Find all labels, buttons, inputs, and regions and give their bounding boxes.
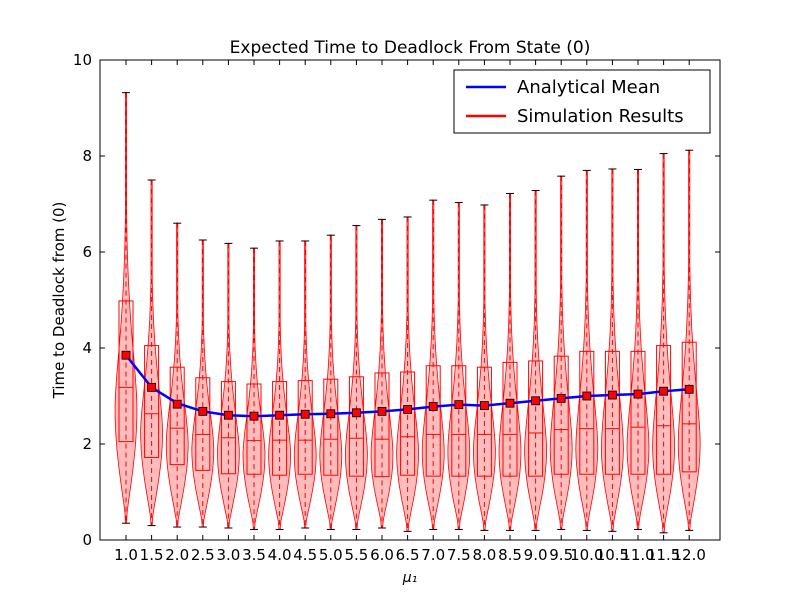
box-5.0 bbox=[323, 378, 339, 476]
mean-marker-3.5 bbox=[249, 411, 259, 421]
box-10.0 bbox=[579, 350, 595, 475]
box-2.0 bbox=[169, 366, 185, 466]
box-7.5 bbox=[451, 365, 467, 477]
mean-marker-11.0 bbox=[633, 389, 643, 399]
mean-marker-8.5 bbox=[505, 398, 515, 408]
violin-3.0 bbox=[217, 242, 240, 529]
legend-box bbox=[453, 69, 711, 134]
mean-marker-3.0 bbox=[223, 410, 233, 420]
box-6.5 bbox=[400, 371, 416, 476]
box-10.5 bbox=[604, 350, 620, 475]
mean-marker-4.5 bbox=[300, 409, 310, 419]
y-tick-label-2: 2 bbox=[82, 435, 92, 453]
mean-marker-9.0 bbox=[531, 396, 540, 406]
mean-marker-1.0 bbox=[121, 350, 131, 360]
mean-marker-6.0 bbox=[377, 406, 387, 416]
x-tick-label-1.0: 1.0 bbox=[114, 546, 138, 564]
mean-marker-7.0 bbox=[428, 402, 438, 411]
mean-marker-7.5 bbox=[454, 400, 464, 410]
x-tick-label-2.5: 2.5 bbox=[191, 546, 215, 564]
x-tick-label-5.5: 5.5 bbox=[344, 546, 368, 564]
x-tick-label-5.0: 5.0 bbox=[319, 546, 343, 564]
mean-marker-5.5 bbox=[351, 408, 361, 418]
box-3.0 bbox=[220, 381, 236, 475]
mean-marker-10.0 bbox=[582, 391, 592, 401]
mean-marker-2.5 bbox=[198, 406, 208, 416]
violin-3.5 bbox=[242, 247, 266, 530]
violin-11.0 bbox=[626, 168, 650, 530]
x-tick-label-7.0: 7.0 bbox=[421, 546, 445, 564]
mean-marker-1.5 bbox=[147, 382, 157, 392]
x-tick-label-8.5: 8.5 bbox=[498, 546, 522, 564]
mean-marker-6.5 bbox=[403, 405, 413, 414]
mean-marker-10.5 bbox=[608, 390, 617, 400]
x-tick-label-9.5: 9.5 bbox=[549, 546, 573, 564]
y-tick-label-4: 4 bbox=[82, 339, 92, 357]
mean-marker-11.5 bbox=[659, 386, 668, 396]
y-axis-label: Time to Deadlock from (0) bbox=[50, 202, 68, 400]
violins-layer bbox=[114, 92, 701, 534]
x-tick-label-11.5: 11.5 bbox=[647, 546, 680, 564]
legend: Analytical Mean Simulation Results bbox=[453, 69, 711, 134]
x-tick-label-11.0: 11.0 bbox=[621, 546, 654, 564]
x-tick-label-2.0: 2.0 bbox=[165, 546, 189, 564]
plot-frame bbox=[99, 59, 721, 541]
y-tick-label-6: 6 bbox=[82, 243, 92, 261]
box-9.0 bbox=[528, 360, 544, 477]
y-tick-label-10: 10 bbox=[73, 51, 92, 69]
box-11.0 bbox=[630, 350, 646, 475]
box-1.5 bbox=[144, 345, 160, 458]
x-tick-label-6.5: 6.5 bbox=[396, 546, 420, 564]
box-9.5 bbox=[553, 355, 569, 475]
box-6.0 bbox=[374, 372, 390, 478]
y-tick-label-0: 0 bbox=[82, 531, 92, 549]
box-1.0 bbox=[118, 300, 134, 443]
mean-marker-8.0 bbox=[479, 401, 489, 411]
mean-marker-2.0 bbox=[172, 399, 182, 409]
box-2.5 bbox=[195, 377, 211, 471]
x-tick-label-6.0: 6.0 bbox=[370, 546, 394, 564]
x-tick-label-3.5: 3.5 bbox=[242, 546, 266, 564]
box-7.0 bbox=[425, 365, 441, 477]
x-tick-label-7.5: 7.5 bbox=[447, 546, 471, 564]
box-4.5 bbox=[297, 380, 313, 475]
box-12.0 bbox=[681, 341, 697, 473]
mean-marker-5.0 bbox=[326, 409, 336, 419]
legend-label-simulation: Simulation Results bbox=[517, 106, 684, 127]
x-axis-label: μ₁ bbox=[402, 570, 418, 586]
x-tick-label-8.0: 8.0 bbox=[472, 546, 496, 564]
mean-marker-9.5 bbox=[556, 393, 566, 403]
box-8.5 bbox=[502, 361, 518, 477]
x-tick-label-1.5: 1.5 bbox=[140, 546, 164, 564]
box-8.0 bbox=[476, 366, 492, 477]
mean-marker-4.0 bbox=[275, 410, 285, 420]
x-tick-label-9.0: 9.0 bbox=[524, 546, 548, 564]
mean-marker-12.0 bbox=[684, 384, 694, 394]
x-tick-label-4.5: 4.5 bbox=[293, 546, 317, 564]
x-tick-label-3.0: 3.0 bbox=[216, 546, 240, 564]
boxes-layer bbox=[118, 92, 697, 534]
mean-markers-layer bbox=[121, 350, 694, 421]
legend-label-analytical: Analytical Mean bbox=[517, 77, 660, 98]
y-tick-label-8: 8 bbox=[82, 147, 92, 165]
box-5.5 bbox=[348, 376, 364, 477]
box-11.5 bbox=[656, 345, 672, 475]
chart-title: Expected Time to Deadlock From State (0) bbox=[230, 38, 591, 58]
x-tick-label-10.0: 10.0 bbox=[570, 546, 603, 564]
box-3.5 bbox=[246, 383, 262, 475]
x-tick-label-12.0: 12.0 bbox=[672, 546, 705, 564]
x-tick-label-10.5: 10.5 bbox=[596, 546, 629, 564]
x-axis: 1.0 1.5 2.0 2.5 3.0 3.5 4.0 4.5 5.0 5.5 6.0 6.5 7.0 7… bbox=[114, 60, 706, 564]
y-axis: 0 2 4 6 8 10 bbox=[73, 51, 720, 549]
x-tick-label-4.0: 4.0 bbox=[268, 546, 292, 564]
box-4.0 bbox=[272, 381, 288, 476]
